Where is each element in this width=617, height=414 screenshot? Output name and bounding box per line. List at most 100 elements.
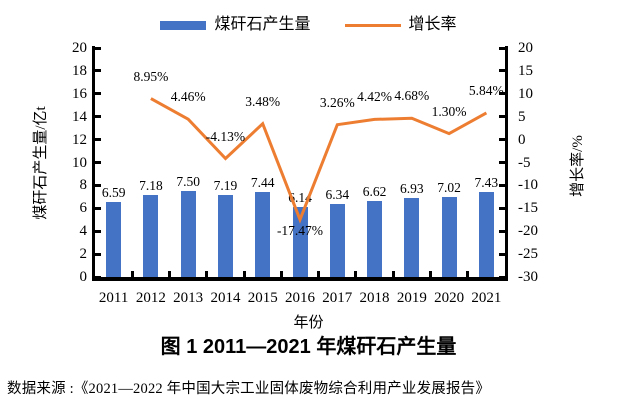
figure-caption: 图 1 2011—2021 年煤矸石产生量 (160, 336, 457, 358)
right-axis-tick (499, 69, 505, 73)
y-tick-label-left: 0 (79, 269, 88, 285)
y-tick-label-left: 20 (72, 40, 87, 56)
y-tick-label-right: -20 (518, 223, 538, 240)
x-tick-label: 2017 (322, 290, 353, 306)
left-axis-tick (95, 183, 101, 187)
bar (292, 206, 308, 277)
right-axis-tick (499, 252, 505, 256)
growth-point-label: -4.13% (205, 128, 246, 144)
bar-value-label: 6.59 (101, 184, 126, 200)
bar (478, 191, 494, 277)
left-axis-tick (95, 115, 101, 119)
x-axis-tick (242, 271, 246, 277)
left-axis-tick (95, 229, 101, 233)
x-axis-tick (466, 271, 470, 277)
x-axis-tick (428, 271, 432, 277)
x-tick-label: 2019 (396, 290, 427, 306)
x-axis-line (92, 277, 508, 281)
y-tick-label-left: 2 (79, 246, 88, 263)
x-axis-tick (317, 271, 321, 277)
y-tick-label-left: 10 (72, 154, 87, 171)
right-axis-tick (499, 92, 505, 96)
y-tick-label-right: -15 (518, 200, 538, 217)
growth-point-label: 1.30% (431, 103, 467, 119)
legend-label-production: 煤矸石产生量 (214, 16, 311, 33)
left-axis-tick (95, 46, 101, 50)
y-tick-label-right: -30 (518, 269, 538, 285)
x-tick-label: 2015 (247, 290, 278, 306)
legend-label-growth: 增长率 (408, 16, 457, 33)
growth-point-label: 4.68% (394, 88, 430, 104)
x-axis-tick (354, 271, 358, 277)
left-axis-tick (95, 275, 101, 279)
legend-swatch-production-icon (160, 20, 207, 30)
bar (367, 201, 383, 277)
left-axis-tick (95, 138, 101, 142)
right-axis-title: 增长率/% (570, 135, 586, 197)
x-tick-label: 2018 (359, 290, 390, 306)
y-tick-label-left: 18 (72, 62, 87, 79)
x-tick-label: 2020 (434, 290, 465, 306)
right-axis-tick (499, 138, 505, 142)
bar (404, 197, 420, 277)
y-tick-label-left: 8 (79, 177, 88, 194)
legend: 煤矸石产生量 增长率 (0, 16, 617, 34)
right-axis-tick (499, 229, 505, 233)
y-tick-label-left: 6 (79, 200, 88, 217)
growth-point-label: 8.95% (133, 68, 169, 84)
left-axis-tick (95, 92, 101, 96)
y-tick-label-left: 16 (72, 85, 87, 102)
right-axis-line (505, 46, 508, 281)
right-axis-tick (499, 115, 505, 119)
growth-point-label: -17.47% (276, 222, 324, 238)
x-tick-label: 2021 (471, 290, 502, 306)
x-axis-tick (130, 271, 134, 277)
bar (217, 194, 233, 277)
bar (180, 191, 196, 277)
x-tick-label: 2016 (285, 290, 315, 306)
bar (143, 194, 159, 277)
y-tick-label-left: 12 (72, 131, 87, 148)
bar (106, 201, 122, 277)
right-axis-tick (499, 161, 505, 164)
right-axis-tick (499, 206, 505, 210)
x-axis-tick (168, 271, 172, 277)
y-tick-label-left: 4 (79, 223, 88, 240)
x-tick-label: 2011 (98, 290, 129, 306)
data-source: 数据来源 :《2021—2022 年中国大宗工业固体废物综合利用产业发展报告》 (7, 381, 491, 397)
right-axis-tick (499, 46, 505, 50)
right-axis-tick (499, 275, 505, 279)
left-axis-line (92, 46, 95, 281)
x-tick-label: 2012 (135, 290, 166, 306)
x-axis-title: 年份 (293, 315, 324, 331)
growth-point-label: 4.42% (357, 89, 392, 105)
left-axis-tick (95, 252, 101, 256)
x-axis-tick (205, 271, 209, 277)
left-axis-tick (95, 69, 101, 73)
legend-line-growth-icon (344, 23, 401, 27)
bar (329, 204, 345, 277)
x-tick-label: 2014 (210, 290, 241, 306)
y-tick-label-right: 5 (518, 108, 526, 125)
left-axis-tick (95, 206, 101, 210)
left-axis-title: 煤矸石产生量/亿t (33, 106, 49, 220)
x-axis-tick (279, 271, 283, 277)
growth-point-label: 3.26% (319, 94, 355, 110)
growth-point-label: 4.46% (170, 89, 206, 105)
bar-value-label: 7.43 (474, 174, 499, 190)
growth-point-label: 3.48% (245, 93, 281, 109)
left-axis-tick (95, 161, 101, 164)
right-axis-tick (499, 183, 505, 187)
x-axis-tick (391, 271, 395, 277)
bar (441, 196, 457, 277)
x-tick-label: 2013 (173, 290, 204, 306)
y-tick-label-right: 20 (518, 40, 533, 56)
y-tick-label-right: -5 (518, 154, 531, 171)
bar-value-label: 7.44 (250, 174, 275, 190)
y-tick-label-right: 0 (518, 131, 526, 148)
y-tick-label-right: -10 (518, 177, 538, 194)
y-tick-label-left: 14 (72, 108, 87, 125)
y-tick-label-right: 10 (518, 85, 533, 102)
y-tick-label-right: -25 (518, 246, 538, 263)
